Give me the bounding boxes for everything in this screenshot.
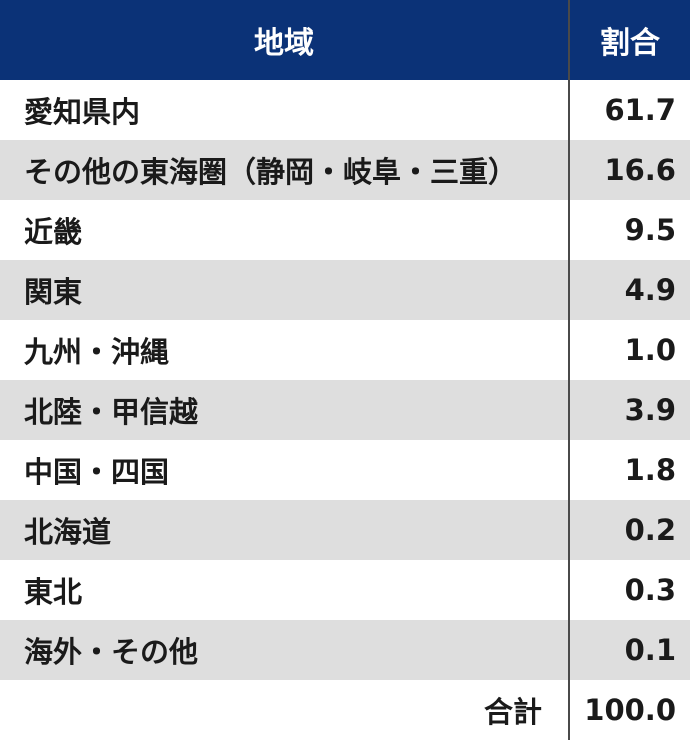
table-row: 中国・四国 1.8: [0, 440, 690, 500]
row-share: 0.3: [624, 573, 676, 607]
row-share: 61.7: [604, 93, 676, 127]
row-share: 0.1: [624, 633, 676, 667]
table-row: 近畿 9.5: [0, 200, 690, 260]
table-row: 北海道 0.2: [0, 500, 690, 560]
row-region: 愛知県内: [24, 95, 141, 129]
row-share: 1.8: [624, 453, 676, 487]
row-region: 北陸・甲信越: [24, 395, 199, 429]
header-region: 地域: [254, 26, 314, 61]
table-row: 愛知県内 61.7: [0, 80, 690, 140]
row-share: 9.5: [624, 213, 676, 247]
row-region: 近畿: [24, 215, 83, 249]
row-region: 北海道: [24, 515, 112, 549]
row-region: 九州・沖縄: [24, 335, 170, 369]
row-region: 海外・その他: [24, 635, 199, 669]
table-row: 東北 0.3: [0, 560, 690, 620]
row-share: 0.2: [624, 513, 676, 547]
table-row: 関東 4.9: [0, 260, 690, 320]
header-share: 割合: [600, 26, 660, 61]
table-row: その他の東海圏（静岡・岐阜・三重） 16.6: [0, 140, 690, 200]
total-label: 合計: [483, 695, 542, 729]
row-share: 16.6: [604, 153, 676, 187]
row-region: その他の東海圏（静岡・岐阜・三重）: [24, 155, 518, 189]
table-row: 北陸・甲信越 3.9: [0, 380, 690, 440]
row-share: 1.0: [624, 333, 676, 367]
table-row: 海外・その他 0.1: [0, 620, 690, 680]
row-region: 関東: [24, 275, 83, 309]
column-divider: [568, 0, 570, 740]
table-header: 地域 割合: [0, 0, 690, 80]
row-share: 3.9: [624, 393, 676, 427]
row-share: 4.9: [624, 273, 676, 307]
row-region: 東北: [24, 575, 83, 609]
row-region: 中国・四国: [24, 455, 170, 489]
table-row: 九州・沖縄 1.0: [0, 320, 690, 380]
total-row: 合計 100.0: [0, 680, 690, 740]
total-share: 100.0: [584, 693, 676, 727]
